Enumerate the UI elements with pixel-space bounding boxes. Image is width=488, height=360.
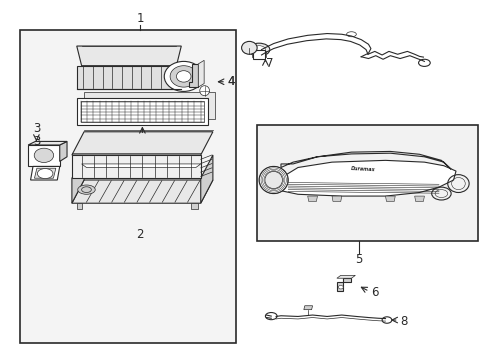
Polygon shape bbox=[273, 160, 455, 196]
Polygon shape bbox=[336, 278, 351, 291]
Polygon shape bbox=[303, 306, 312, 310]
Ellipse shape bbox=[241, 41, 257, 54]
Polygon shape bbox=[72, 180, 212, 203]
Ellipse shape bbox=[34, 148, 54, 162]
Polygon shape bbox=[385, 196, 394, 202]
Text: 7: 7 bbox=[266, 57, 273, 71]
Polygon shape bbox=[81, 164, 201, 167]
Bar bbox=[20, 30, 236, 342]
Polygon shape bbox=[30, 166, 60, 180]
Text: 5: 5 bbox=[354, 253, 362, 266]
Polygon shape bbox=[414, 196, 424, 202]
Polygon shape bbox=[331, 196, 341, 202]
Text: 4: 4 bbox=[227, 75, 235, 88]
Text: 8: 8 bbox=[399, 315, 407, 328]
Ellipse shape bbox=[164, 62, 203, 91]
Polygon shape bbox=[28, 145, 60, 166]
Ellipse shape bbox=[200, 86, 209, 96]
Ellipse shape bbox=[252, 46, 265, 54]
Text: 6: 6 bbox=[370, 286, 378, 299]
Text: 1: 1 bbox=[136, 12, 143, 24]
Polygon shape bbox=[191, 203, 198, 209]
Ellipse shape bbox=[248, 43, 269, 56]
Ellipse shape bbox=[176, 71, 191, 82]
Bar bbox=[77, 98, 207, 125]
Ellipse shape bbox=[78, 185, 95, 194]
Ellipse shape bbox=[259, 166, 287, 194]
Polygon shape bbox=[72, 132, 212, 155]
Bar bbox=[253, 50, 264, 59]
Polygon shape bbox=[60, 141, 67, 161]
Polygon shape bbox=[34, 168, 56, 178]
Polygon shape bbox=[77, 46, 181, 66]
Polygon shape bbox=[84, 93, 215, 119]
Polygon shape bbox=[307, 196, 317, 202]
Polygon shape bbox=[198, 60, 203, 87]
Text: 3: 3 bbox=[33, 122, 40, 135]
Polygon shape bbox=[72, 155, 201, 178]
Polygon shape bbox=[72, 155, 84, 203]
Text: 2: 2 bbox=[136, 228, 143, 241]
Polygon shape bbox=[28, 141, 67, 145]
Polygon shape bbox=[77, 203, 81, 209]
Text: Duramax: Duramax bbox=[350, 166, 375, 172]
Polygon shape bbox=[77, 66, 181, 89]
Polygon shape bbox=[188, 64, 198, 87]
Polygon shape bbox=[336, 275, 355, 278]
Polygon shape bbox=[201, 155, 212, 203]
Text: 4: 4 bbox=[227, 75, 235, 88]
Bar bbox=[251, 51, 266, 57]
Ellipse shape bbox=[170, 66, 197, 87]
Text: 3: 3 bbox=[33, 135, 40, 148]
Ellipse shape bbox=[338, 285, 343, 289]
Polygon shape bbox=[281, 152, 450, 169]
Ellipse shape bbox=[37, 168, 53, 179]
Bar bbox=[81, 101, 203, 122]
Bar bbox=[256, 125, 477, 241]
Ellipse shape bbox=[264, 171, 282, 189]
